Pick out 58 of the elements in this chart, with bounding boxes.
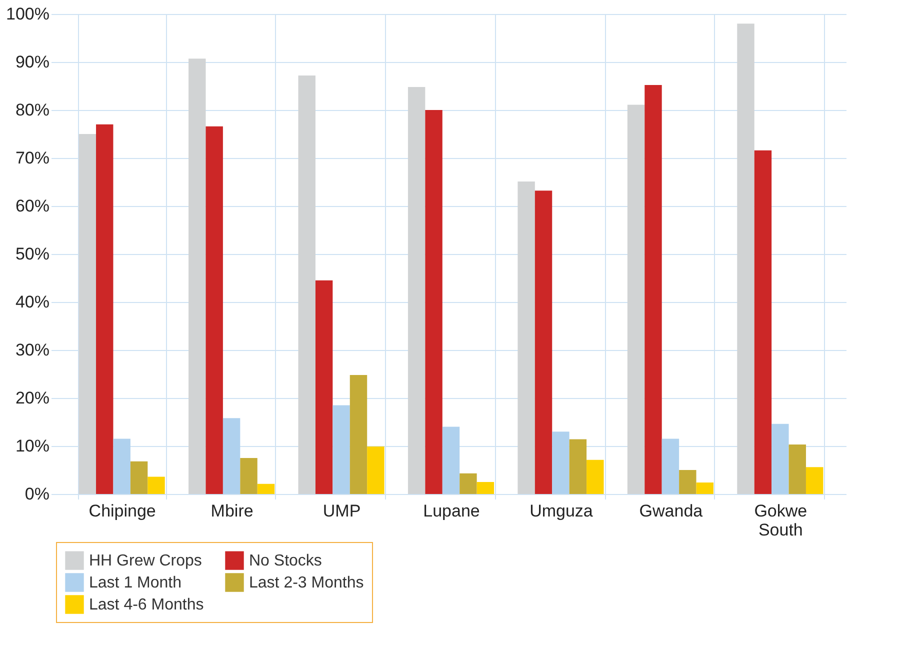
bar [315,280,333,494]
legend-label: Last 2-3 Months [249,574,364,592]
bar [737,24,754,494]
bar [569,439,587,494]
y-tick-label: 60% [15,196,50,216]
y-tick-label: 40% [15,292,50,312]
y-tick-label: 20% [15,388,50,408]
bar [222,418,240,494]
bar [460,473,477,494]
x-tick-label: Umguza [530,502,594,520]
bar [148,476,165,494]
bar [534,190,552,494]
bar [257,484,275,494]
bar [518,182,535,494]
bar [188,58,206,494]
bar [96,124,114,494]
bar [442,426,460,494]
legend-label: Last 4-6 Months [89,596,204,614]
bar [78,134,96,494]
bar [240,458,258,494]
bar [806,467,824,494]
y-tick-label: 50% [15,244,50,264]
bar [754,150,772,494]
bar [679,470,696,494]
bar [298,75,316,494]
bar [367,446,384,494]
y-tick-label: 30% [15,340,50,360]
legend-label: Last 1 Month [89,574,182,592]
x-tick-label: Chipinge [88,502,156,520]
bar [425,110,442,494]
bar [113,438,130,494]
x-tick-label: UMP [322,502,361,520]
x-tick-label: Mbire [210,502,254,520]
bar [332,405,350,494]
bar [552,432,570,494]
y-tick-label: 100% [6,4,50,24]
x-tick-label: Gokwe South [754,502,808,540]
y-tick-label: 90% [15,52,50,72]
legend-label: HH Grew Crops [89,552,202,570]
bar [627,104,645,494]
y-tick-label: 0% [24,484,50,504]
bar [788,444,806,494]
x-tick-label: Lupane [423,502,480,520]
x-tick-label: Gwanda [639,502,704,520]
bar [350,374,368,494]
bar [644,85,662,494]
bar [130,461,148,494]
bar [662,438,680,494]
y-tick-label: 10% [15,436,50,456]
bar [772,424,789,494]
legend-label: No Stocks [249,552,322,570]
bar [586,460,604,494]
bar [696,482,714,494]
y-tick-label: 80% [15,100,50,120]
bar [408,86,426,494]
bar [206,126,223,494]
bar [476,482,494,494]
y-tick-label: 70% [15,148,50,168]
